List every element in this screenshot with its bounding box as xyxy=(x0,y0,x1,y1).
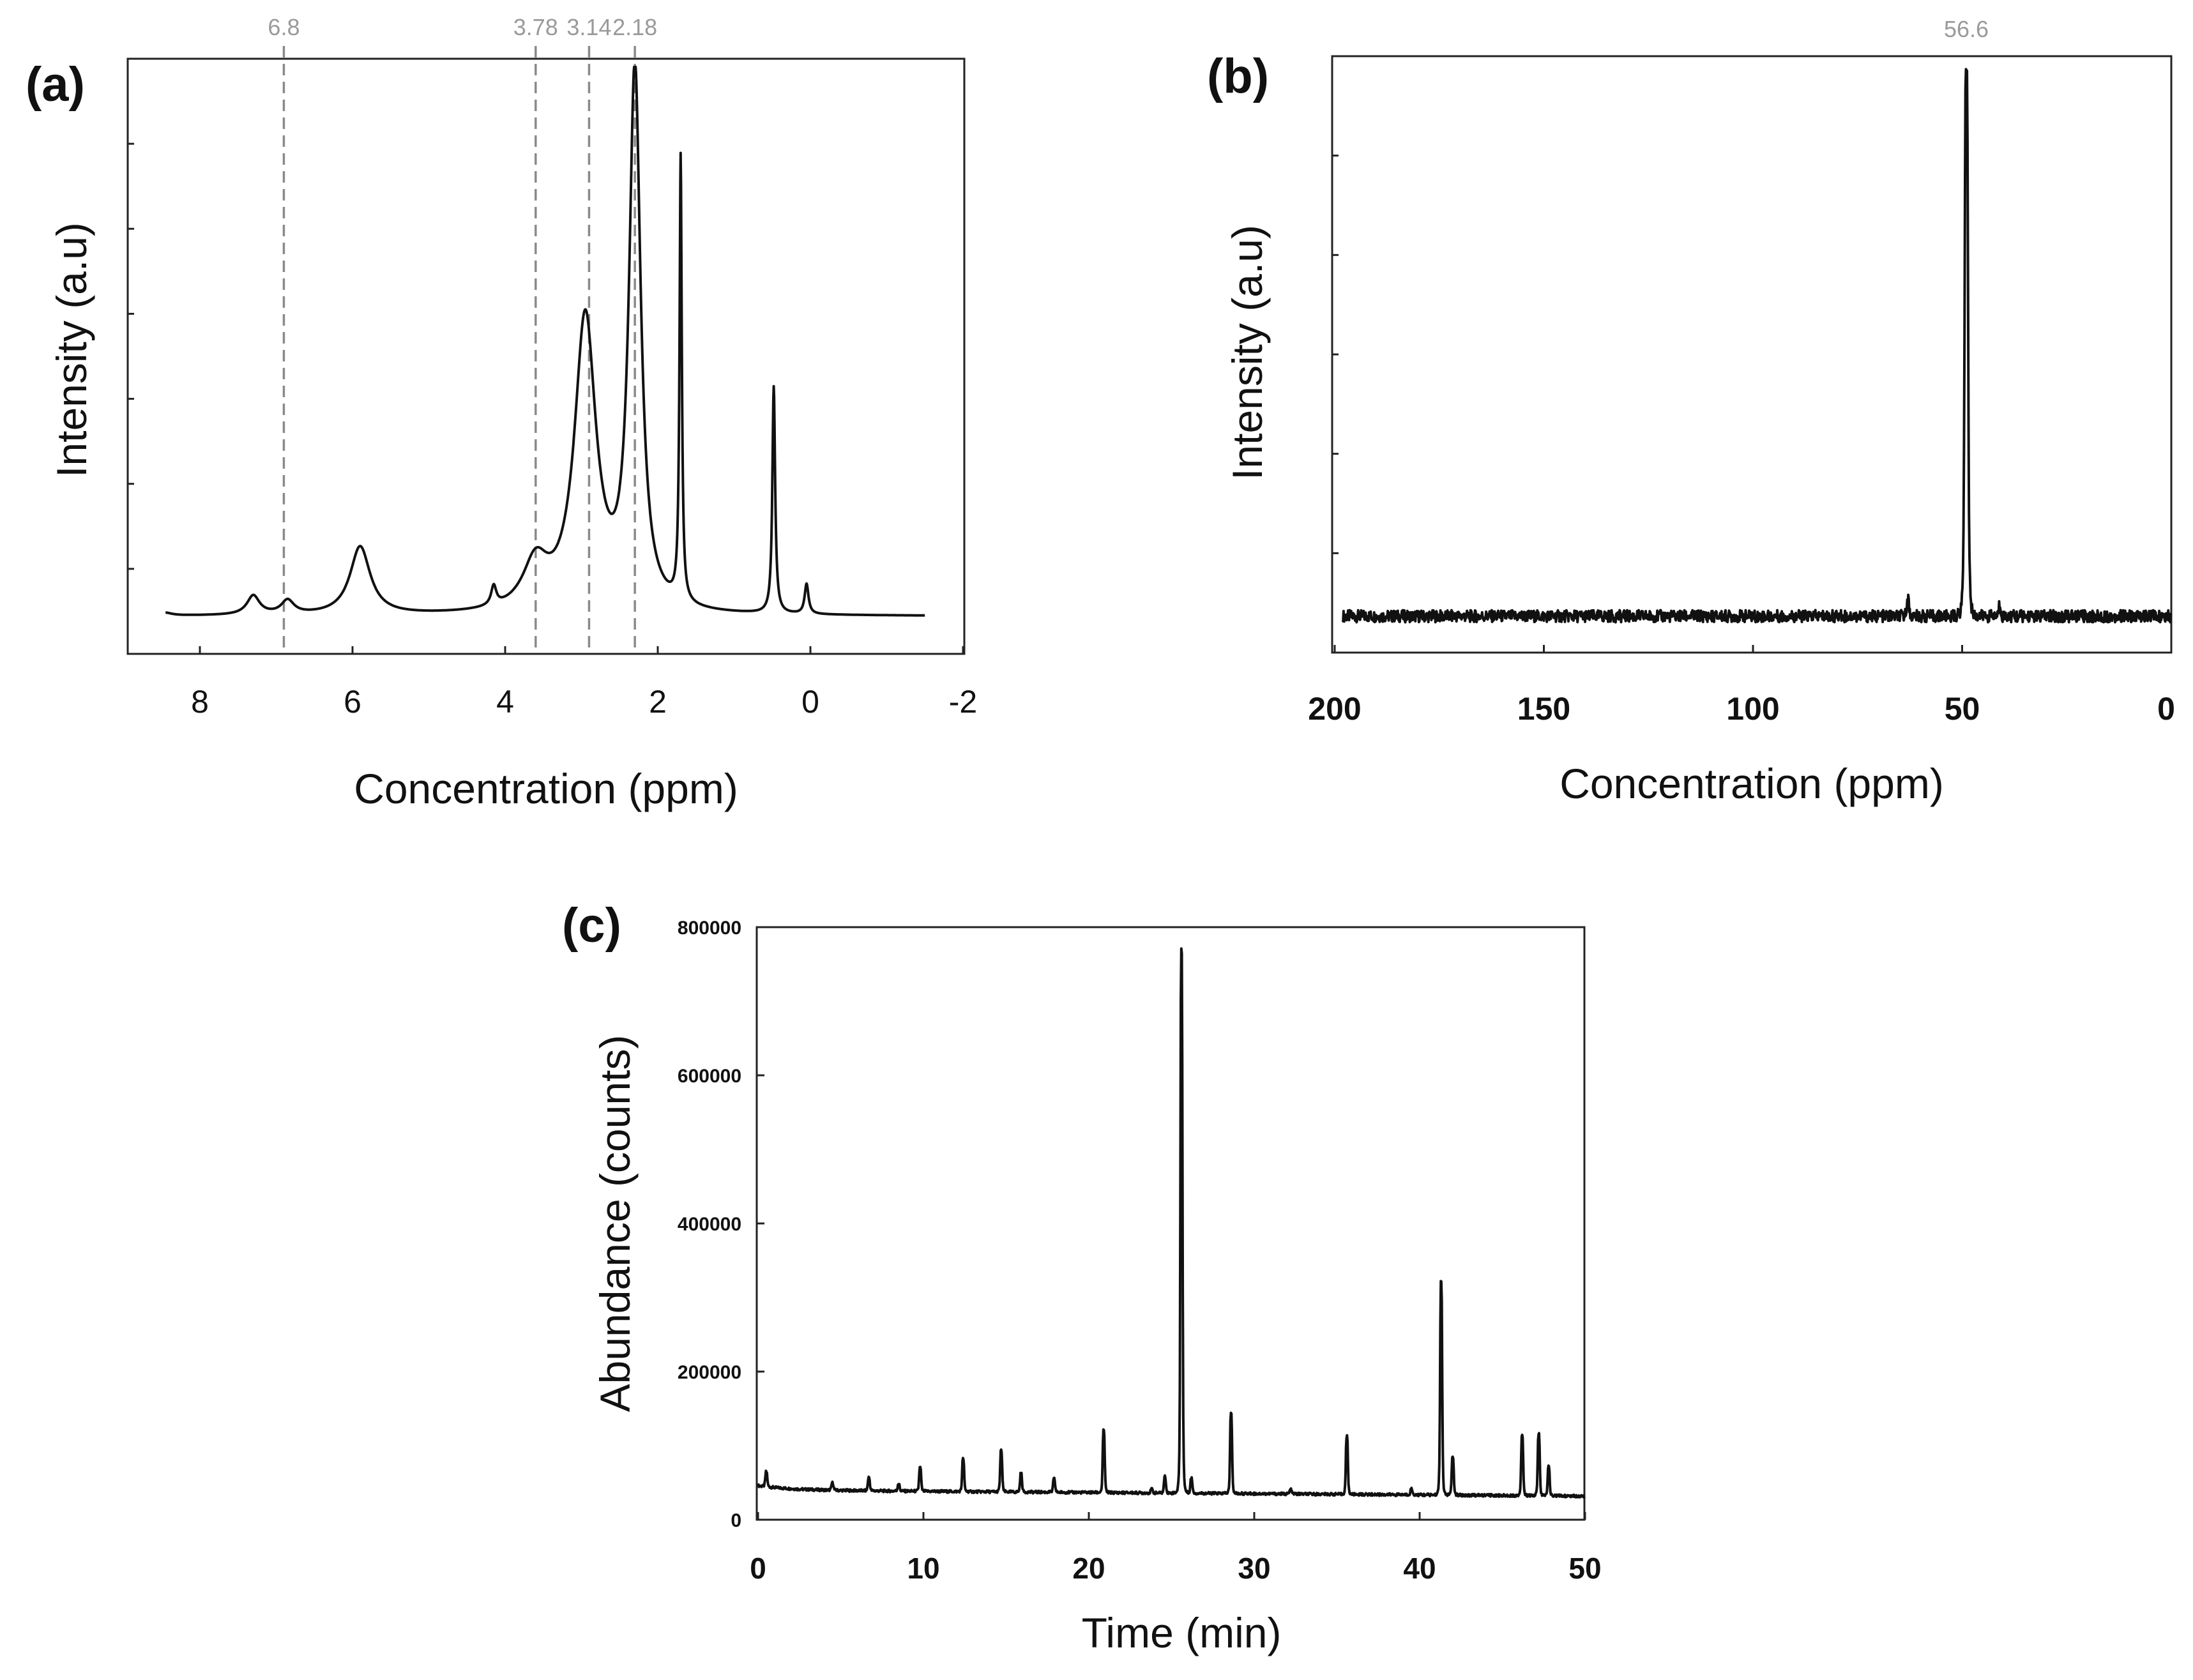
panel-a-x-ticks: 8 6 4 2 0 -2 xyxy=(191,646,977,720)
panel-b-y-axis-title: Intensity (a.u) xyxy=(1224,225,1271,480)
panel-a-x-tick-label: 8 xyxy=(191,684,209,720)
panel-b: (b) 56.6 200 150 100 50 0 Concentration (ppm… xyxy=(1207,16,2175,807)
panel-c-y-tick-label: 800000 xyxy=(678,918,741,939)
panel-c-x-tick-label: 10 xyxy=(907,1552,939,1585)
panel-c-y-axis-title: Abundance (counts) xyxy=(591,1035,639,1412)
panel-c-x-tick-label: 30 xyxy=(1238,1552,1270,1585)
panel-b-x-tick-label: 0 xyxy=(2157,691,2175,727)
panel-c-frame xyxy=(755,926,1586,1521)
panel-b-x-tick-label: 200 xyxy=(1308,691,1361,727)
panel-c-chromatogram-line xyxy=(757,947,1586,1499)
panel-a-frame xyxy=(126,57,966,655)
panel-a-x-tick-label: 0 xyxy=(801,684,819,720)
panel-c-y-tick-label: 200000 xyxy=(678,1362,741,1383)
panel-a-x-tick-label: 2 xyxy=(649,684,667,720)
panel-b-x-ticks: 200 150 100 50 0 xyxy=(1308,645,2175,727)
panel-c-x-tick-label: 20 xyxy=(1072,1552,1105,1585)
panel-a-reference-lines: 6.8 3.78 3.14 2.18 xyxy=(268,14,657,654)
panel-a-label: (a) xyxy=(26,57,85,112)
panel-a-reference-label: 3.78 xyxy=(513,14,558,40)
panel-b-frame xyxy=(1331,55,2173,654)
panel-c-y-tick-label: 600000 xyxy=(678,1066,741,1087)
panel-a-reference-label: 2.18 xyxy=(612,14,657,40)
panel-a: (a) 6.8 3.78 3.14 2.18 8 6 4 2 0 -2 Concentratio… xyxy=(26,14,977,812)
panel-c-y-ticks: 0 200000 400000 600000 800000 xyxy=(678,918,764,1531)
panel-c-y-tick-label: 400000 xyxy=(678,1214,741,1235)
panel-a-spectrum-line xyxy=(164,65,926,617)
panel-a-x-axis-title: Concentration (ppm) xyxy=(354,765,738,812)
panel-b-label: (b) xyxy=(1207,49,1269,103)
panel-b-x-axis-title: Concentration (ppm) xyxy=(1559,760,1944,807)
panel-a-reference-label: 6.8 xyxy=(268,14,300,40)
panel-c-x-tick-label: 50 xyxy=(1568,1552,1601,1585)
panel-a-x-tick-label: 4 xyxy=(496,684,514,720)
panel-b-x-tick-label: 50 xyxy=(1945,691,1980,727)
panel-a-y-ticks xyxy=(128,57,134,655)
panel-a-x-tick-label: -2 xyxy=(949,684,977,720)
panel-c-x-tick-label: 0 xyxy=(750,1552,766,1585)
panel-b-reference-label: 56.6 xyxy=(1944,16,1989,42)
panel-c-x-tick-label: 40 xyxy=(1403,1552,1436,1585)
panel-a-reference-label: 3.14 xyxy=(566,14,611,40)
panel-b-spectrum-line xyxy=(1342,68,2173,624)
panel-a-x-tick-label: 6 xyxy=(344,684,361,720)
panel-c-x-ticks: 0 10 20 30 40 50 xyxy=(750,1512,1602,1585)
panel-b-reference-lines: 56.6 xyxy=(1944,16,1989,42)
panel-a-y-axis-title: Intensity (a.u) xyxy=(48,222,95,478)
panel-c-y-tick-label: 0 xyxy=(731,1510,741,1531)
panel-c: (c) 0 200000 400000 600000 800000 0 10 20 30 40 5… xyxy=(562,898,1602,1656)
panel-b-x-tick-label: 100 xyxy=(1726,691,1779,727)
panel-c-x-axis-title: Time (min) xyxy=(1082,1609,1282,1656)
panel-c-label: (c) xyxy=(562,898,621,953)
panel-b-x-tick-label: 150 xyxy=(1517,691,1570,727)
